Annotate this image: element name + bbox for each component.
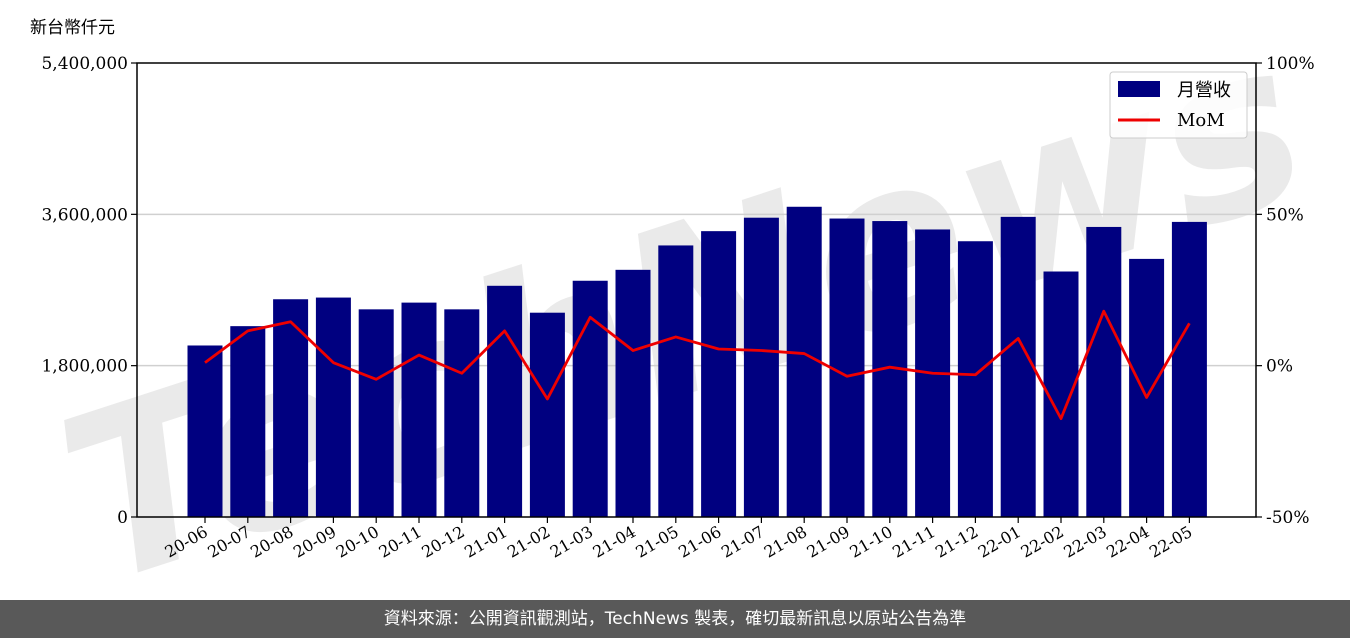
x-tick-label: 21-12 (932, 522, 981, 562)
bar-21-02 (529, 312, 565, 517)
bar-20-10 (358, 309, 394, 517)
x-tick-label: 21-09 (804, 522, 853, 562)
bar-21-07 (743, 217, 779, 517)
right-tick-label: 100% (1266, 54, 1315, 74)
bar-20-11 (401, 302, 437, 517)
legend-swatch-bar (1118, 81, 1160, 97)
bar-22-03 (1086, 226, 1122, 517)
left-tick-label: 1,800,000 (41, 357, 128, 377)
right-tick-label: -50% (1266, 508, 1310, 528)
x-tick-label: 22-02 (1018, 522, 1067, 562)
left-tick-label: 5,400,000 (41, 54, 128, 74)
x-tick-label: 21-10 (846, 522, 895, 562)
bar-22-01 (1000, 216, 1036, 517)
x-tick-label: 21-01 (461, 522, 510, 562)
bar-22-04 (1129, 258, 1165, 517)
x-tick-label: 22-01 (975, 522, 1024, 562)
x-tick-label: 21-03 (547, 522, 596, 562)
x-tick-label: 22-03 (1060, 522, 1109, 562)
left-tick-label: 3,600,000 (41, 205, 128, 225)
right-tick-label: 0% (1266, 357, 1293, 377)
bar-20-07 (230, 326, 266, 517)
x-tick-label: 21-05 (632, 522, 681, 562)
x-tick-label: 22-04 (1103, 522, 1152, 562)
left-tick-label: 0 (117, 508, 128, 528)
x-tick-label: 21-06 (675, 522, 724, 562)
bar-21-01 (487, 285, 523, 517)
x-tick-label: 21-08 (761, 522, 810, 562)
plot-frame (136, 62, 1257, 518)
x-tick-label: 21-02 (504, 522, 553, 562)
bar-20-06 (187, 345, 223, 517)
x-tick-label: 21-04 (590, 522, 639, 562)
bar-21-08 (786, 206, 822, 517)
legend-label-revenue: 月營收 (1177, 80, 1231, 101)
left-axis-unit: 新台幣仟元 (30, 18, 115, 38)
bar-20-08 (273, 299, 309, 517)
revenue-chart: TechNews01,800,0003,600,0005,400,000-50%… (30, 0, 1335, 600)
legend-label-mom: MoM (1177, 110, 1225, 131)
x-tick-label: 21-11 (889, 522, 938, 562)
right-tick-label: 50% (1266, 205, 1304, 225)
source-text: 資料來源：公開資訊觀測站，TechNews 製表，確切最新訊息以原站公告為準 (383, 609, 967, 629)
x-tick-label: 21-07 (718, 522, 767, 562)
bar-21-05 (658, 245, 694, 517)
source-footer: 資料來源：公開資訊觀測站，TechNews 製表，確切最新訊息以原站公告為準 (0, 600, 1350, 638)
bar-20-09 (315, 297, 351, 517)
bar-21-06 (701, 231, 737, 518)
bar-20-12 (444, 309, 480, 517)
bar-21-12 (957, 241, 993, 517)
chart-area: TechNews01,800,0003,600,0005,400,000-50%… (30, 0, 1335, 600)
bar-21-09 (829, 218, 865, 517)
x-tick-label: 22-05 (1146, 522, 1195, 562)
mom-line (204, 309, 1191, 421)
bar-22-05 (1171, 221, 1207, 517)
bar-21-04 (615, 269, 651, 517)
